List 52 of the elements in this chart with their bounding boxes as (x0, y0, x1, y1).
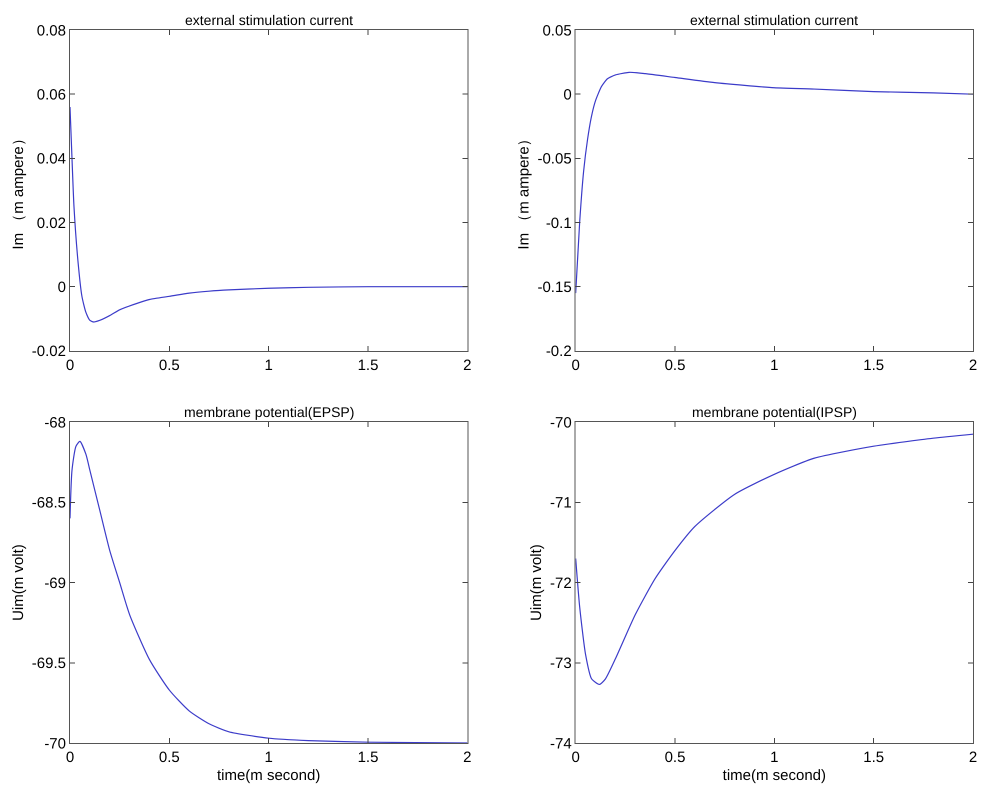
x-tick-label: 1.5 (358, 749, 378, 766)
x-tick-label: 1.5 (863, 749, 884, 766)
y-tick-label: -0.05 (537, 150, 572, 168)
y-tick-label: -0.02 (32, 343, 66, 360)
x-tick-label: 2 (463, 749, 472, 766)
y-tick-label: -70 (44, 735, 66, 752)
x-tick-label: 0.5 (158, 356, 180, 374)
y-tick-label: 0.04 (36, 150, 66, 168)
chart-title: membrane potential(EPSP) (184, 404, 354, 420)
x-tick-label: 2 (968, 356, 978, 374)
y-tick-label: 0 (563, 86, 572, 104)
y-tick-label: -68 (44, 414, 66, 432)
x-tick-label: 0.5 (664, 749, 686, 766)
y-tick-label: 0.06 (36, 86, 66, 104)
x-tick-label: 0.5 (664, 356, 686, 374)
y-tick-label: -69 (44, 574, 66, 592)
y-axis-title: Uim(m volt) (10, 544, 28, 621)
line-series (576, 434, 973, 686)
y-tick-label: -0.1 (546, 214, 572, 232)
line-series (576, 72, 973, 294)
y-tick-label: -0.15 (537, 278, 572, 296)
x-axis-title: time(m second) (722, 767, 826, 784)
y-axis-title: Im （m ampere） (10, 131, 28, 250)
y-tick-label: -74 (550, 735, 572, 752)
chart-title: external stimulation current (185, 12, 354, 28)
y-tick-label: -68.5 (32, 494, 66, 512)
x-tick-label: 1.5 (863, 356, 884, 374)
y-tick-label: 0 (58, 278, 66, 296)
line-series (70, 106, 468, 323)
x-tick-label: 1.5 (358, 356, 378, 374)
chart-title: external stimulation current (690, 12, 858, 28)
line-series (70, 440, 468, 743)
x-tick-label: 2 (463, 356, 472, 374)
y-tick-label: -0.2 (546, 343, 572, 360)
x-tick-label: 1 (770, 749, 779, 766)
x-axis-title: time(m second) (216, 767, 320, 784)
y-tick-label: -73 (550, 655, 572, 672)
chart-title: membrane potential(IPSP) (692, 404, 857, 420)
y-tick-label: 0.02 (36, 214, 66, 232)
y-axis-title: Uim(m volt) (528, 544, 546, 621)
x-tick-label: 1 (770, 356, 779, 374)
x-tick-label: 2 (968, 749, 978, 766)
y-tick-label: -71 (550, 494, 572, 512)
x-tick-label: 1 (264, 356, 273, 374)
y-tick-label: -72 (550, 574, 572, 592)
y-axis-title: Im （m ampere） (516, 131, 533, 250)
y-tick-label: -70 (550, 414, 572, 432)
y-tick-label: -69.5 (32, 655, 66, 672)
y-tick-label: 0.08 (36, 22, 66, 40)
x-tick-label: 0.5 (158, 749, 180, 766)
y-tick-label: 0.05 (542, 22, 572, 40)
x-tick-label: 1 (264, 749, 273, 766)
